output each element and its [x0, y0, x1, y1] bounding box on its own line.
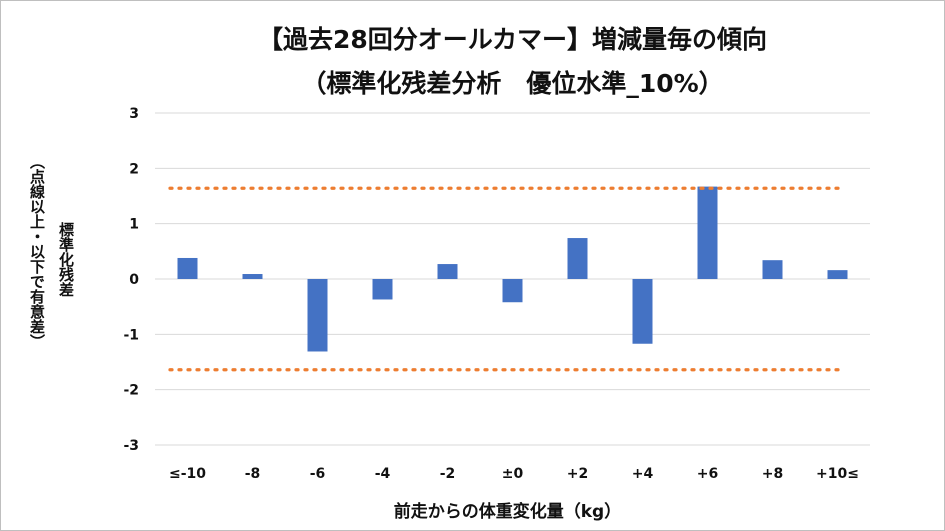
x-tick-label: +2	[567, 466, 588, 482]
bar	[567, 238, 588, 279]
x-tick-label: -2	[440, 466, 456, 482]
y-axis-sublabel: （点線以上・以下で有意差）	[28, 154, 46, 349]
bar	[697, 186, 718, 279]
bar	[632, 279, 653, 344]
chart-subtitle: （標準化残差分析 優位水準_10%）	[301, 69, 724, 98]
bar	[502, 279, 523, 303]
y-tick-label: 2	[129, 161, 139, 177]
y-tick-label: -3	[123, 438, 139, 454]
y-tick-label: 0	[129, 272, 139, 288]
y-axis-title: 標準化残差 （点線以上・以下で有意差）	[15, 150, 75, 410]
y-axis-label: 標準化残差	[57, 222, 75, 297]
bar	[762, 260, 783, 279]
x-tick-label: +4	[632, 466, 654, 482]
bar	[437, 264, 458, 279]
x-tick-label: ±0	[502, 466, 524, 482]
x-tick-label: +6	[697, 466, 718, 482]
bar	[242, 274, 263, 279]
chart-title: 【過去28回分オールカマー】増減量毎の傾向	[257, 25, 768, 54]
y-tick-label: -1	[123, 327, 139, 343]
bar	[827, 270, 848, 279]
y-tick-label: 1	[129, 217, 139, 233]
x-axis-title: 前走からの体重変化量（kg）	[393, 502, 622, 522]
y-tick-label: 3	[129, 106, 139, 122]
x-tick-label: +8	[762, 466, 783, 482]
bar	[177, 257, 198, 279]
y-tick-label: -2	[123, 383, 139, 399]
x-tick-label: ≤-10	[169, 466, 206, 482]
x-tick-label: -8	[245, 466, 261, 482]
x-tick-label: +10≤	[816, 466, 859, 482]
x-tick-label: -4	[375, 466, 391, 482]
x-tick-label: -6	[310, 466, 326, 482]
bar	[307, 279, 328, 352]
bar	[372, 279, 393, 300]
